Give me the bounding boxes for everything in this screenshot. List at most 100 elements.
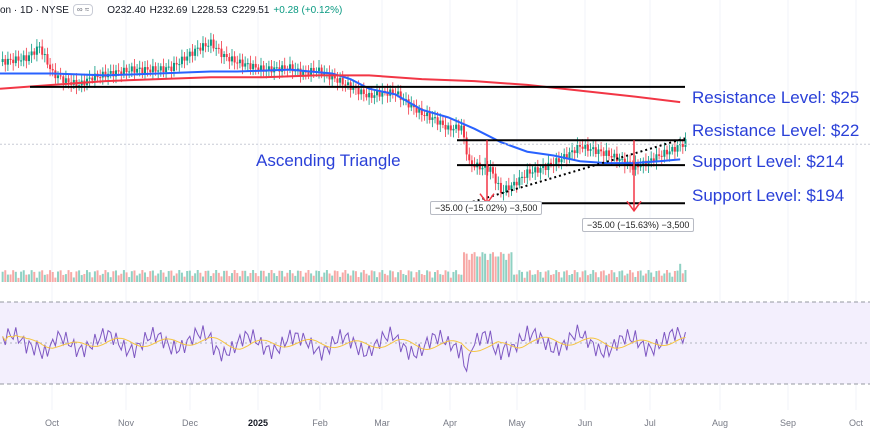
candle-body-81: [212, 39, 215, 49]
candle-body-114: [299, 68, 302, 76]
resistance-level-1-label: Resistance Level: $25: [692, 88, 860, 107]
volume-bar-39: [101, 273, 104, 282]
volume-bar-1: [1, 271, 4, 282]
x-tick-label: Jun: [577, 418, 593, 428]
candle-body-58: [151, 66, 154, 73]
volume-bar-248: [652, 276, 655, 282]
volume-bar-6: [14, 271, 17, 282]
volume-bar-196: [515, 274, 518, 282]
candle-body-171: [449, 125, 452, 131]
candle-body-213: [560, 159, 563, 163]
volume-bar-224: [589, 273, 592, 282]
volume-bar-114: [299, 270, 302, 282]
volume-bar-90: [236, 272, 239, 282]
candle-body-68: [178, 64, 181, 66]
volume-bar-13: [33, 271, 36, 282]
change-value: +0.28 (+0.12%): [273, 4, 343, 16]
volume-bar-174: [457, 274, 460, 282]
candle-body-134: [352, 87, 355, 90]
volume-bar-24: [62, 274, 65, 282]
volume-bar-217: [571, 274, 574, 282]
volume-bar-127: [333, 270, 336, 282]
volume-bar-215: [565, 270, 568, 282]
candle-body-257: [676, 145, 679, 152]
volume-bar-89: [233, 270, 236, 282]
volume-bar-154: [405, 275, 407, 282]
candle-body-161: [423, 114, 426, 117]
symbol-label[interactable]: on · 1D · NYSE: [0, 4, 69, 16]
candle-body-99: [260, 65, 262, 71]
volume-bar-189: [497, 256, 500, 282]
volume-bar-204: [536, 270, 539, 282]
x-tick-label: Oct: [44, 418, 60, 428]
candle-body-132: [347, 82, 349, 86]
candle-body-235: [618, 158, 621, 162]
candle-body-64: [167, 66, 170, 68]
volume-bar-74: [194, 273, 197, 282]
volume-bar-87: [228, 276, 231, 282]
volume-bar-93: [244, 270, 247, 282]
candle-body-34: [88, 77, 91, 79]
candle-body-22: [57, 75, 59, 79]
candle-body-20: [51, 69, 54, 71]
candle-body-87: [228, 57, 231, 62]
candle-body-122: [320, 67, 323, 76]
volume-bar-161: [423, 274, 426, 282]
volume-bar-85: [223, 270, 226, 282]
candle-body-252: [663, 149, 666, 157]
x-tick-label: Sep: [779, 418, 797, 428]
volume-bar-49: [128, 277, 131, 282]
volume-bar-219: [576, 272, 579, 282]
volume-bar-170: [447, 271, 450, 282]
volume-bar-178: [468, 259, 471, 282]
volume-bar-187: [492, 252, 494, 282]
candle-body-24: [62, 76, 65, 83]
candle-body-187: [492, 167, 494, 174]
candle-body-115: [302, 71, 305, 76]
volume-bar-156: [410, 271, 413, 282]
volume-bar-257: [676, 270, 679, 282]
candle-body-117: [307, 71, 310, 75]
volume-bar-197: [518, 270, 521, 282]
candle-body-62: [162, 66, 165, 73]
volume-bar-253: [666, 270, 668, 282]
volume-bar-194: [510, 252, 513, 282]
volume-bar-69: [180, 272, 183, 282]
candle-body-200: [526, 169, 529, 178]
volume-bar-241: [634, 276, 637, 282]
candle-body-188: [494, 173, 497, 184]
candle-body-65: [170, 66, 173, 72]
candle-body-85: [223, 54, 226, 58]
candle-body-13: [33, 51, 36, 55]
volume-bar-157: [412, 277, 415, 282]
volume-bar-259: [681, 273, 684, 282]
candle-body-236: [621, 158, 624, 160]
candle-body-138: [362, 89, 365, 94]
candle-body-126: [331, 74, 334, 80]
volume-bar-98: [257, 276, 260, 282]
candle-body-183: [481, 167, 484, 170]
x-tick-label: May: [508, 418, 526, 428]
volume-bar-252: [663, 273, 666, 282]
candle-body-141: [370, 92, 373, 98]
candle-body-66: [173, 62, 175, 72]
volume-bar-80: [209, 275, 212, 282]
volume-bar-101: [265, 276, 268, 282]
x-tick-label: Jul: [644, 418, 656, 428]
candle-body-47: [122, 67, 125, 75]
candle-body-15: [38, 46, 41, 48]
volume-bar-36: [93, 271, 96, 282]
candle-body-70: [183, 56, 186, 61]
volume-bar-205: [539, 271, 542, 282]
volume-bar-168: [441, 274, 444, 282]
compare-toggle[interactable]: ∞ ≈: [72, 4, 94, 16]
candle-body-174: [457, 124, 460, 131]
candle-body-254: [668, 151, 671, 155]
support-level-1-label: Support Level: $214: [692, 152, 845, 171]
x-tick-label: Apr: [442, 418, 458, 428]
candle-body-168: [441, 120, 444, 125]
chart-header: on · 1D · NYSE ∞ ≈ O232.40 H232.69 L228.…: [0, 3, 342, 17]
candle-body-130: [341, 77, 344, 85]
candle-body-129: [339, 77, 342, 83]
volume-bar-183: [481, 252, 484, 282]
